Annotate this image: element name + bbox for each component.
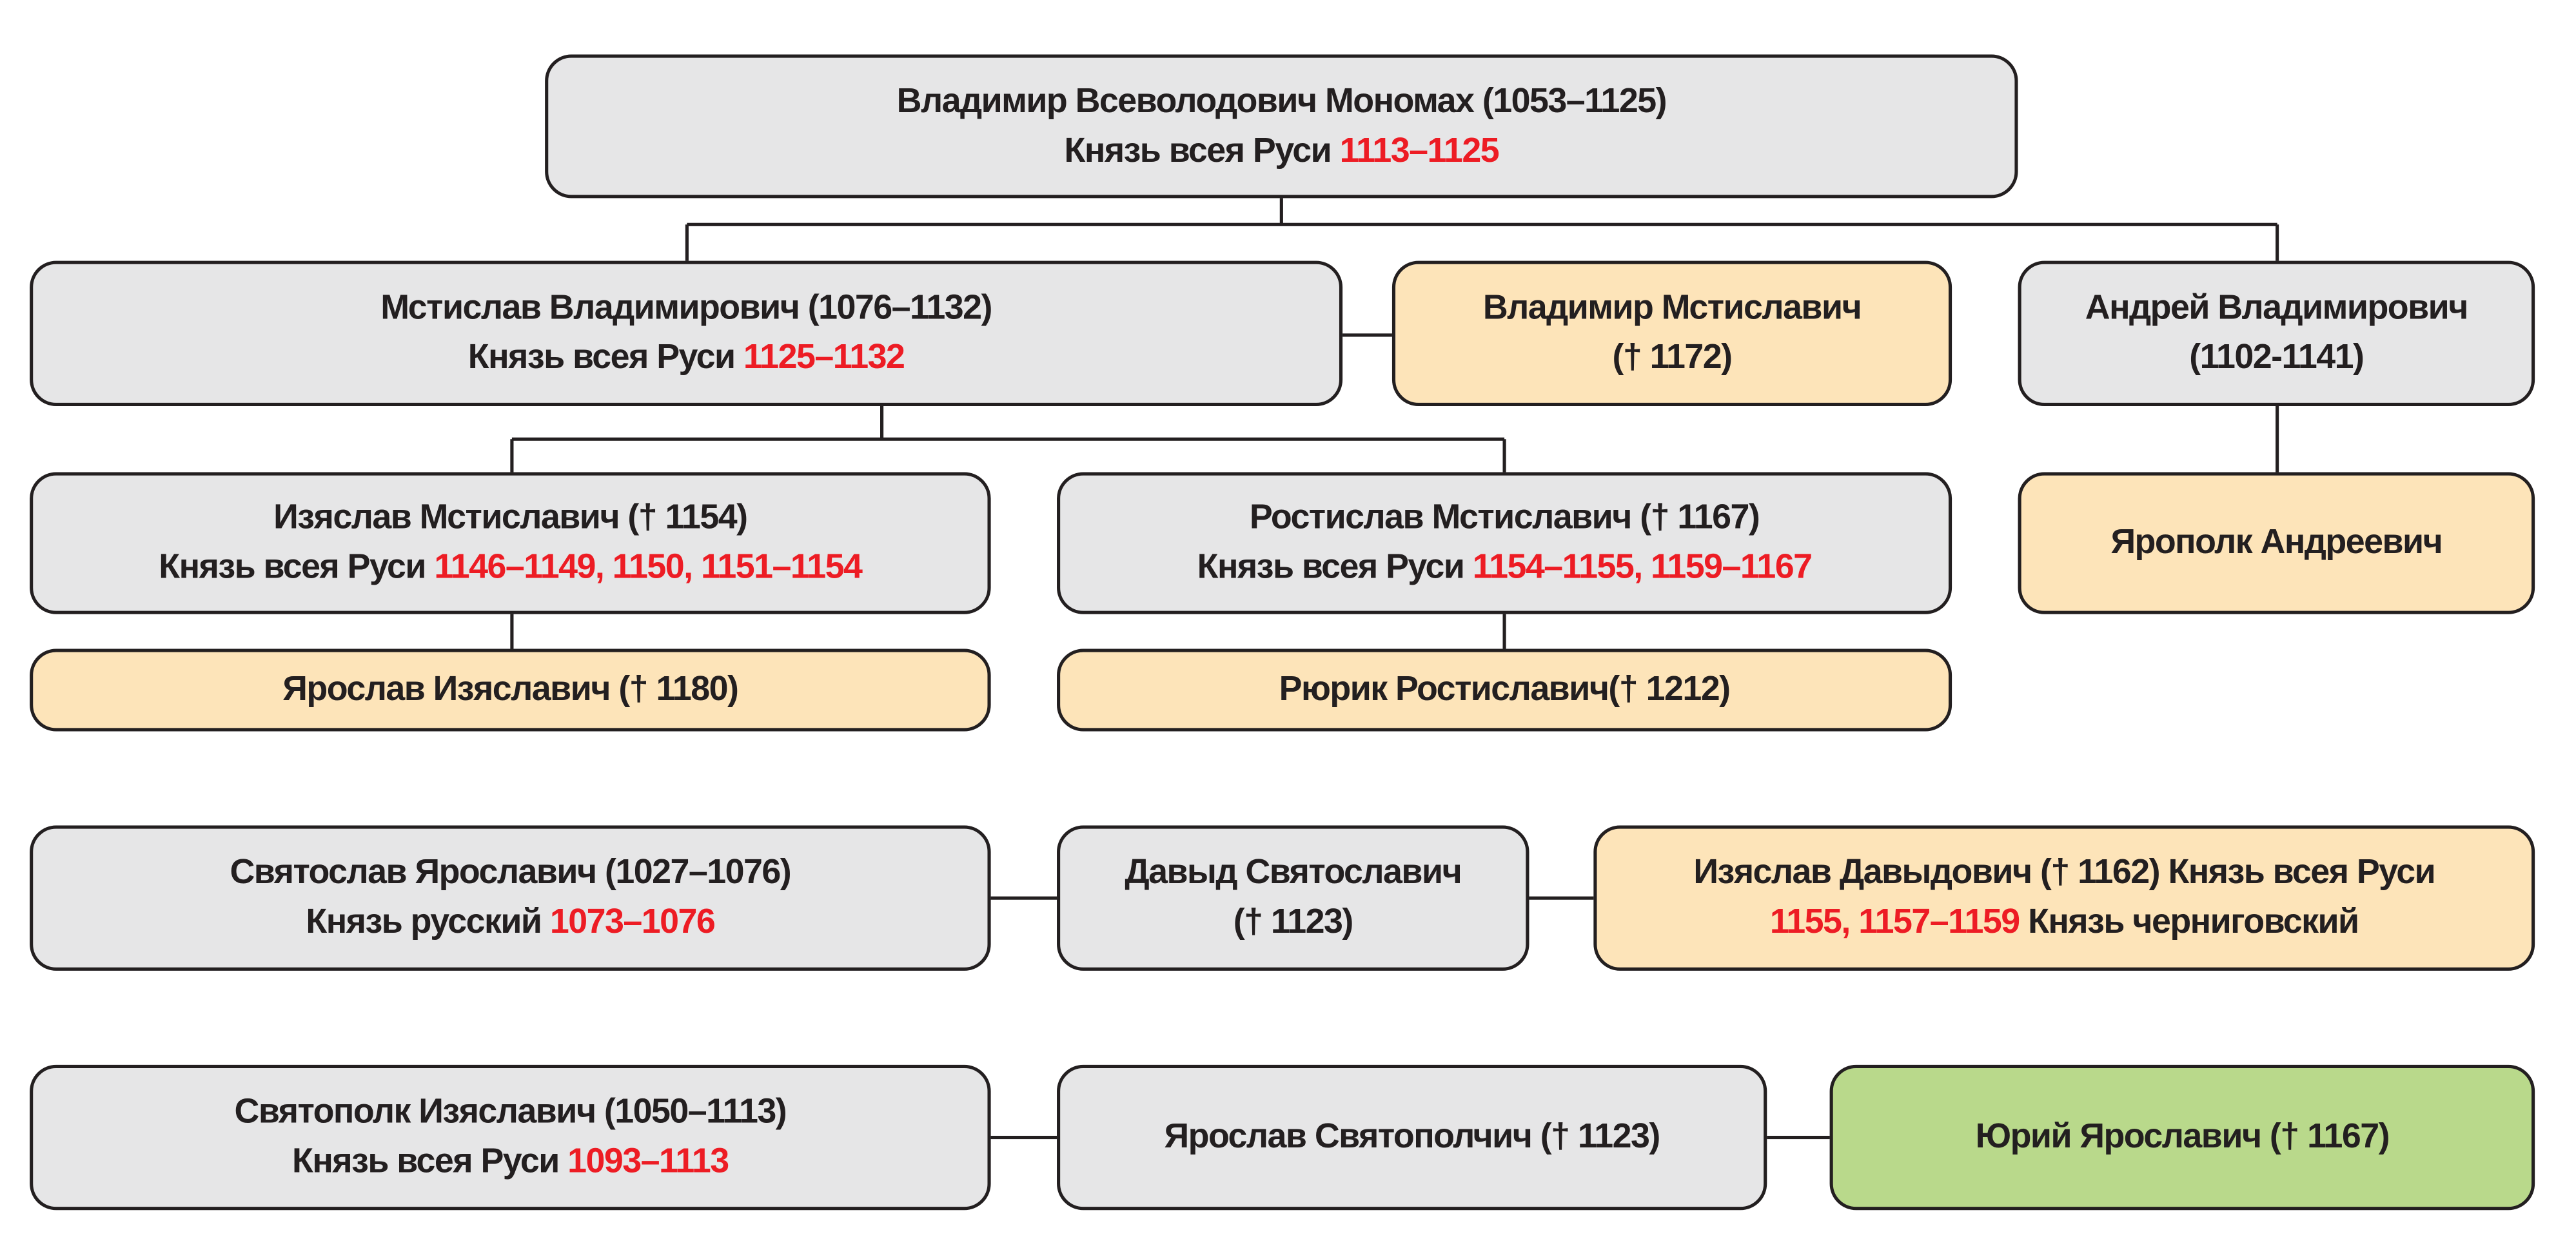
connector-line: [1502, 614, 1506, 649]
person-name: Андрей Владимирович: [2085, 284, 2469, 333]
person-title: Князь всея Руси 1113–1125: [1064, 126, 1500, 176]
node-text: Владимир Всеволодович Мономах (1053–1125…: [896, 81, 1667, 120]
person-node-yuri-yaroslavich: Юрий Ярославич († 1167): [1829, 1064, 2535, 1211]
person-node-yaroslav-izyaslavich: Ярослав Изяславич († 1180): [30, 648, 991, 732]
person-name: Мстислав Владимирович (1076–1132): [380, 284, 992, 333]
node-text: Князь всея Руси: [467, 338, 743, 376]
connector-line: [990, 1135, 1057, 1140]
reign-dates: 1093–1113: [567, 1142, 729, 1181]
node-text: Мстислав Владимирович (1076–1132): [380, 289, 992, 327]
node-text: Ярослав Изяславич († 1180): [282, 670, 739, 708]
person-node-svyatoslav-yaroslavich: Святослав Ярославич (1027–1076) Князь рус…: [30, 825, 991, 971]
person-node-vladimir-mstislavich: Владимир Мстиславич († 1172): [1391, 260, 1952, 407]
node-text: Князь всея Руси: [292, 1142, 568, 1181]
person-node-yaropolk-andreevich: Ярополк Андреевич: [2018, 472, 2535, 614]
person-node-vladimir-monomakh: Владимир Всеволодович Мономах (1053–1125…: [545, 54, 2018, 199]
connector-line: [880, 406, 884, 440]
person-node-svyatopolk-izyaslavich: Святополк Изяславич (1050–1113) Князь все…: [30, 1064, 991, 1211]
connector-line: [685, 224, 689, 261]
node-text: Князь всея Руси: [159, 548, 435, 587]
person-title: († 1123): [1233, 898, 1354, 948]
person-name: Владимир Всеволодович Мономах (1053–1125…: [896, 77, 1667, 126]
node-text: Князь всея Руси: [1064, 131, 1340, 170]
node-text: Рюрик Ростиславич(† 1212): [1279, 670, 1731, 708]
node-text: († 1172): [1612, 338, 1733, 376]
person-name: Святополк Изяславич (1050–1113): [235, 1088, 787, 1138]
node-text: (1102-1141): [2189, 338, 2365, 376]
person-title: Князь всея Руси 1093–1113: [292, 1138, 729, 1187]
person-node-izyaslav-mstislavich: Изяслав Мстиславич († 1154) Князь всея Ру…: [30, 472, 991, 614]
node-text: († 1123): [1233, 902, 1354, 941]
person-name: Ярополк Андреевич: [2110, 518, 2443, 568]
person-node-davyd-svyatoslavich: Давыд Святославич († 1123): [1057, 825, 1529, 971]
connector-line: [1767, 1135, 1830, 1140]
node-text: Андрей Владимирович: [2085, 289, 2469, 327]
person-node-rostislav-mstislavich: Ростислав Мстиславич († 1167) Князь всея …: [1057, 472, 1952, 614]
connector-line: [687, 222, 2277, 226]
node-text: Ярополк Андреевич: [2110, 523, 2443, 561]
node-text: Ростислав Мстиславич († 1167): [1249, 498, 1760, 537]
connector-line: [2276, 406, 2279, 473]
connector-line: [1342, 333, 1392, 337]
node-text: Князь черниговский: [2019, 902, 2359, 941]
person-title: (1102-1141): [2189, 333, 2365, 383]
person-title: Князь всея Руси 1146–1149, 1150, 1151–11…: [159, 543, 863, 593]
connector-line: [2276, 224, 2279, 261]
person-node-izyaslav-davydovich: Изяслав Давыдович († 1162) Князь всея Ру…: [1593, 825, 2535, 971]
node-text: Князь всея Руси: [1197, 548, 1473, 587]
person-node-mstislav-vladimirovich: Мстислав Владимирович (1076–1132) Князь в…: [30, 260, 1343, 407]
person-title: 1155, 1157–1159 Князь черниговский: [1770, 898, 2359, 948]
person-name: Ярослав Святополчич († 1123): [1164, 1113, 1661, 1162]
node-text: Изяслав Мстиславич († 1154): [273, 498, 748, 537]
person-name: Давыд Святославич: [1125, 848, 1462, 898]
person-name: Изяслав Мстиславич († 1154): [273, 494, 748, 543]
person-name: Рюрик Ростиславич(† 1212): [1279, 665, 1731, 715]
reign-dates: 1154–1155, 1159–1167: [1472, 548, 1813, 587]
reign-dates: 1125–1132: [743, 338, 905, 376]
person-title: Князь всея Руси 1154–1155, 1159–1167: [1197, 543, 1813, 593]
connector-line: [990, 896, 1057, 900]
person-name: Святослав Ярославич (1027–1076): [230, 848, 791, 898]
connector-line: [511, 437, 1505, 441]
person-name: Владимир Мстиславич: [1482, 284, 1862, 333]
person-node-ryurik-rostislavich: Рюрик Ростиславич(† 1212): [1057, 648, 1952, 732]
node-text: Князь русский: [306, 902, 550, 941]
node-text: Святослав Ярославич (1027–1076): [230, 853, 791, 892]
person-name: Ярослав Изяславич († 1180): [282, 665, 739, 715]
reign-dates: 1073–1076: [549, 902, 716, 941]
reign-dates: 1146–1149, 1150, 1151–1154: [434, 548, 863, 587]
person-node-andrei-vladimirovich: Андрей Владимирович (1102-1141): [2018, 260, 2535, 407]
person-title: († 1172): [1612, 333, 1733, 383]
person-node-yaroslav-svyatopolchich: Ярослав Святополчич († 1123): [1057, 1064, 1767, 1211]
person-title: Князь русский 1073–1076: [306, 898, 716, 948]
connector-line: [1279, 198, 1283, 225]
node-text: Святополк Изяславич (1050–1113): [234, 1093, 787, 1131]
node-text: Давыд Святославич: [1125, 853, 1462, 892]
person-name: Ростислав Мстиславич († 1167): [1249, 494, 1760, 543]
connector-line: [510, 439, 514, 473]
person-name: Юрий Ярославич († 1167): [1975, 1113, 2390, 1162]
connector-line: [1529, 896, 1594, 900]
reign-dates: 1113–1125: [1339, 131, 1500, 170]
node-text: Изяслав Давыдович († 1162) Князь всея Ру…: [1693, 853, 2435, 892]
node-text: Владимир Мстиславич: [1482, 289, 1862, 327]
reign-dates: 1155, 1157–1159: [1769, 902, 2020, 941]
person-name: Изяслав Давыдович († 1162) Князь всея Ру…: [1693, 848, 2435, 898]
node-text: Ярослав Святополчич († 1123): [1164, 1117, 1661, 1156]
node-text: Юрий Ярославич († 1167): [1975, 1117, 2390, 1156]
person-title: Князь всея Руси 1125–1132: [468, 333, 905, 383]
connector-line: [510, 614, 514, 649]
connector-line: [1502, 439, 1506, 473]
